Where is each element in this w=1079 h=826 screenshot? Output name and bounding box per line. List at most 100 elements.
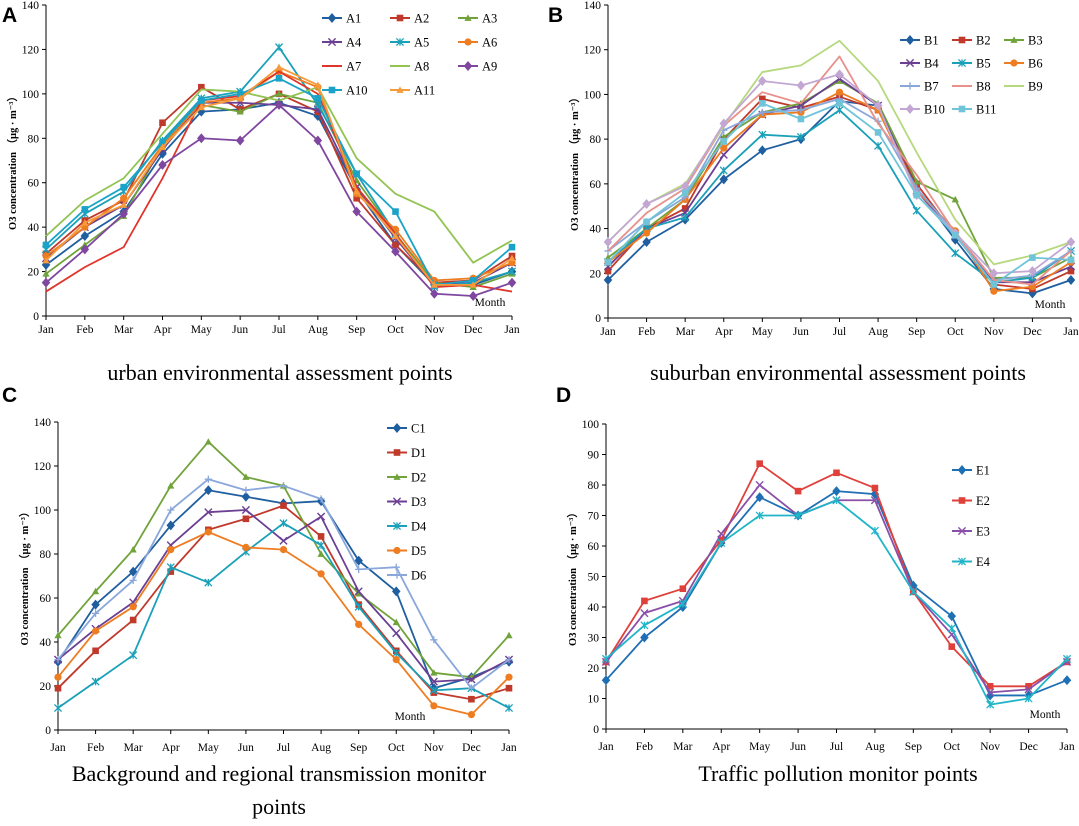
x-tick-label: Sep [905, 741, 923, 753]
data-point [54, 684, 62, 692]
legend: A1 A2 A3 A4 A5 A6 A7 A8 A9 A10 A11 [322, 12, 497, 98]
legend-item-A9: A9 [458, 60, 497, 74]
series-B1 [603, 96, 1076, 299]
legend-label: D4 [411, 520, 427, 534]
series-line [45, 101, 513, 286]
data-point [1066, 237, 1076, 247]
x-tick-label: Mar [673, 741, 692, 753]
legend-label: B4 [924, 57, 939, 71]
data-point [197, 133, 206, 144]
data-point [80, 244, 90, 255]
data-point [679, 585, 687, 592]
data-point [990, 287, 998, 295]
x-tick-label: Jan [1059, 741, 1075, 753]
x-tick-label: Jul [277, 742, 290, 754]
data-point [947, 611, 957, 622]
y-tick-label: 60 [40, 593, 52, 605]
data-point [469, 277, 477, 284]
data-point [316, 512, 326, 521]
legend-item-B6: B6 [1004, 57, 1043, 71]
data-point [392, 656, 400, 664]
data-point [167, 506, 175, 514]
panel-d: D 0 10 20 30 40 50 60 70 80 90 100 Jan Feb Mar Apr May Ju… [556, 384, 1075, 786]
data-point [275, 63, 283, 71]
data-point [603, 237, 613, 247]
x-tick-label: Aug [308, 324, 328, 336]
data-point [719, 174, 729, 185]
legend-item-A5: A5 [390, 36, 429, 50]
data-point [719, 118, 729, 129]
data-point [601, 675, 611, 686]
data-point [467, 684, 476, 692]
legend-label: E2 [976, 494, 990, 508]
data-point [604, 258, 612, 266]
data-point [91, 609, 100, 617]
series-line [57, 531, 510, 716]
data-point [756, 460, 763, 467]
data-point [870, 496, 880, 505]
data-point [505, 673, 513, 681]
series-line [45, 86, 513, 284]
series-line [607, 100, 1072, 295]
data-point [871, 484, 879, 492]
legend-label: E4 [976, 555, 991, 569]
legend-item-B2: B2 [952, 34, 991, 48]
series-A11 [42, 63, 516, 288]
data-point [469, 281, 477, 288]
data-point [119, 208, 128, 219]
y-tick-label: 80 [40, 549, 52, 561]
data-point [279, 546, 288, 554]
data-point [758, 130, 767, 139]
legend-label: B11 [976, 103, 996, 117]
legend-item-B4: B4 [900, 57, 939, 71]
data-point [275, 75, 283, 82]
data-point [681, 205, 689, 212]
data-point [129, 546, 137, 553]
data-point [1025, 683, 1032, 690]
y-tick-label: 100 [34, 505, 52, 517]
series-line [605, 490, 1068, 697]
data-point [986, 700, 995, 709]
legend-label: B6 [1028, 57, 1043, 71]
data-point [242, 473, 250, 480]
data-point [198, 83, 205, 91]
x-tick-label: Jan [598, 741, 614, 753]
data-point [204, 578, 213, 587]
data-point [355, 620, 363, 629]
data-point [352, 206, 361, 217]
series-D2 [54, 438, 513, 681]
series-D3 [53, 505, 514, 686]
legend-label: C1 [411, 422, 426, 436]
y-tick-label: 60 [590, 179, 602, 191]
data-point [430, 702, 438, 710]
y-tick-label: 60 [28, 178, 40, 190]
legend: C1 D1 D2 D3 D4 D5 D6 [387, 422, 427, 583]
data-point [507, 277, 517, 288]
y-axis-label: O3 concentration （μg · m⁻³） [568, 92, 581, 231]
x-axis-label: Month [395, 711, 426, 723]
x-tick-label: Apr [712, 741, 730, 753]
data-point [41, 277, 51, 288]
y-axis-label: O3 concentration （μg · m⁻³） [6, 91, 19, 230]
x-tick-label: Nov [424, 324, 444, 336]
data-point [678, 599, 687, 609]
x-tick-label: Jun [793, 326, 809, 338]
data-point [467, 675, 476, 684]
data-point [81, 206, 89, 213]
data-point [54, 631, 62, 639]
legend-label: E1 [976, 464, 990, 478]
data-point [392, 648, 401, 658]
y-tick-label: 20 [40, 681, 52, 693]
data-point [508, 254, 516, 262]
data-point [758, 145, 767, 156]
legend-label: A9 [482, 60, 497, 74]
data-point [279, 536, 288, 545]
data-point [166, 563, 175, 572]
data-point [797, 106, 805, 114]
data-point [313, 135, 323, 146]
data-point [603, 275, 613, 285]
legend-item-B1: B1 [900, 34, 939, 48]
series-line [57, 440, 510, 679]
data-point [642, 237, 651, 247]
data-point [198, 97, 205, 104]
